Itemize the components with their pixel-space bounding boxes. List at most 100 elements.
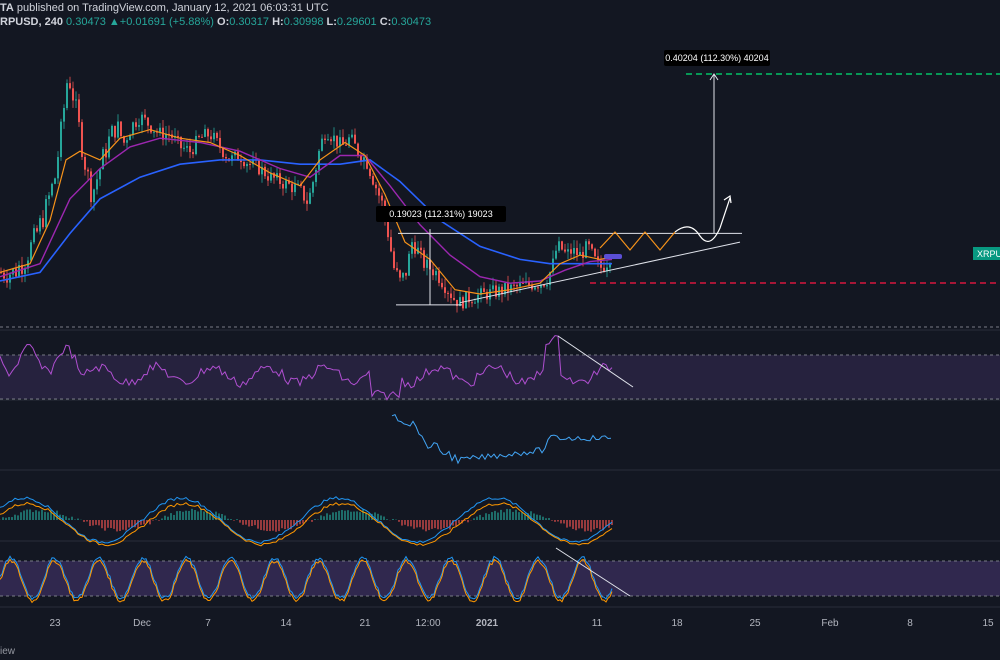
x-tick-label: 11	[592, 618, 603, 629]
candle	[441, 278, 443, 290]
candle	[330, 136, 332, 145]
candle-body	[282, 183, 284, 189]
candle-body	[129, 135, 131, 141]
candle-body	[72, 88, 74, 101]
candle-body	[441, 282, 443, 288]
candle-body	[141, 114, 143, 126]
candle-body	[552, 258, 554, 273]
candle-body	[591, 244, 593, 249]
candle-body	[369, 168, 371, 177]
candle-body	[366, 157, 368, 169]
candle-body	[66, 83, 68, 109]
candle-body	[363, 157, 365, 162]
panel-dividers	[0, 326, 1000, 608]
candle	[591, 243, 593, 251]
candle-body	[51, 183, 53, 196]
chart-header: TA published on TradingView.com, January…	[0, 0, 1000, 30]
candle	[378, 183, 380, 204]
candle	[414, 235, 416, 258]
candle-body	[159, 127, 161, 133]
candle	[171, 130, 173, 144]
candle-body	[315, 169, 317, 183]
candle-body	[132, 122, 134, 136]
candle	[93, 188, 95, 211]
candle	[108, 128, 110, 160]
price-tag-box	[973, 247, 1000, 260]
candle	[144, 109, 146, 120]
candle	[264, 163, 266, 180]
candle	[39, 215, 41, 235]
candle-body	[303, 185, 305, 201]
candle-body	[558, 241, 560, 251]
candle-body	[93, 189, 95, 203]
candle	[351, 129, 353, 139]
candle-body	[222, 148, 224, 158]
candle-body	[246, 163, 248, 167]
candle	[231, 151, 233, 166]
candle	[573, 240, 575, 260]
candle-body	[180, 136, 182, 149]
candle	[570, 243, 572, 259]
candle	[183, 142, 185, 152]
candle-body	[510, 284, 512, 293]
candle	[159, 123, 161, 136]
candle-body	[267, 176, 269, 181]
candle	[240, 154, 242, 170]
candle-body	[42, 218, 44, 228]
candle-body	[465, 291, 467, 309]
candle-body	[225, 157, 227, 159]
candle-body	[426, 259, 428, 268]
candle	[132, 121, 134, 139]
candle	[420, 240, 422, 259]
candle	[36, 225, 38, 233]
candle	[42, 210, 44, 230]
candle	[489, 284, 491, 307]
candle	[216, 131, 218, 141]
candle	[51, 182, 53, 198]
indicators-layer	[0, 335, 634, 604]
candle-body	[435, 271, 437, 276]
x-tick-label: 7	[205, 618, 211, 629]
candle-body	[273, 173, 275, 178]
candle-body	[462, 297, 464, 309]
candle-body	[351, 134, 353, 138]
candle-body	[507, 283, 509, 293]
candle	[96, 171, 98, 195]
candle-body	[336, 135, 338, 147]
candle	[48, 191, 50, 206]
candle-body	[357, 143, 359, 156]
candle-body	[144, 114, 146, 118]
candle	[435, 268, 437, 281]
candle-body	[84, 156, 86, 170]
candle-body	[57, 157, 59, 179]
candle	[192, 148, 194, 159]
candle-body	[402, 272, 404, 278]
candle	[66, 79, 68, 111]
candle	[528, 277, 530, 289]
candle-body	[438, 271, 440, 283]
measure-right-box	[664, 50, 770, 66]
candle-body	[375, 184, 377, 189]
candle-body	[597, 256, 599, 260]
candle	[285, 175, 287, 194]
candle	[354, 128, 356, 144]
stoch-k-line	[0, 555, 613, 601]
candle-body	[126, 140, 128, 143]
rsi-trendline	[557, 335, 634, 388]
candle-body	[453, 297, 455, 300]
price-marker	[604, 254, 622, 259]
candle-body	[186, 146, 188, 148]
candle	[393, 247, 395, 271]
candle-body	[480, 288, 482, 295]
candle-body	[264, 166, 266, 177]
candle-body	[60, 121, 62, 158]
price-change: +0.01691 (+5.88%)	[119, 16, 214, 28]
candle-body	[606, 267, 608, 272]
change-arrow-icon: ▲	[108, 16, 120, 28]
candle-body	[393, 251, 395, 269]
x-tick-label: 23	[49, 618, 61, 629]
candle	[225, 153, 227, 163]
candle	[432, 262, 434, 281]
candle	[513, 279, 515, 292]
